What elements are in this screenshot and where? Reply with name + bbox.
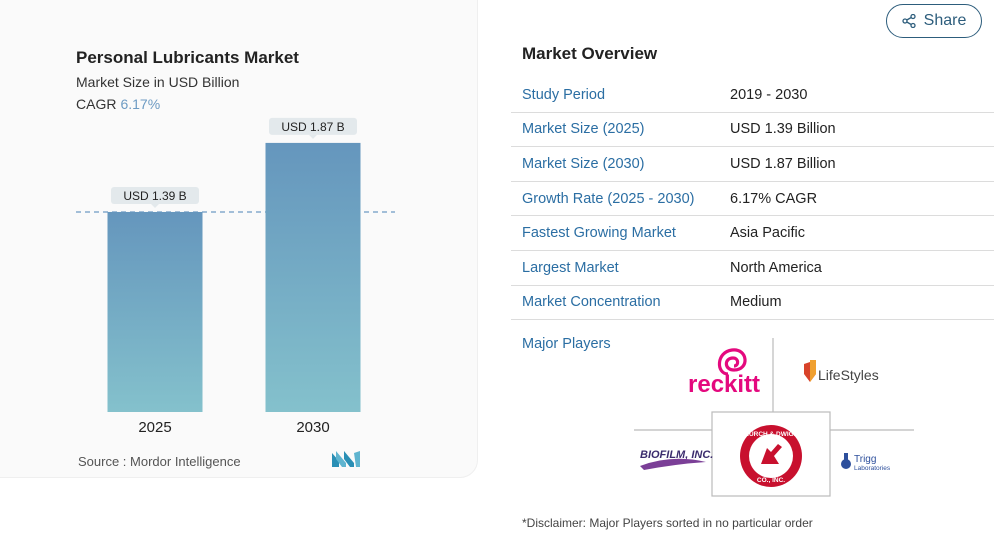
reckitt-swirl-icon: [717, 348, 747, 376]
overview-row: Fastest Growing Market Asia Pacific: [511, 216, 994, 251]
church-dwight-logo[interactable]: CHURCH & DWIGHT CO., INC.: [740, 425, 803, 487]
overview-row: Growth Rate (2025 - 2030) 6.17% CAGR: [511, 182, 994, 217]
reckitt-text: reckitt: [688, 371, 760, 398]
overview-row-value: USD 1.39 Billion: [730, 121, 836, 138]
overview-row-label[interactable]: Largest Market: [522, 259, 619, 276]
data-label-pointer: [309, 134, 317, 139]
arm-hammer-icon: [761, 444, 782, 464]
trigg-flask-icon: [841, 459, 851, 469]
biofilm-swoosh-icon: [640, 458, 706, 470]
overview-row: Market Size (2025) USD 1.39 Billion: [511, 113, 994, 148]
share-button[interactable]: Share: [886, 4, 982, 38]
church-dwight-top-text: CHURCH & DWIGHT: [740, 431, 803, 438]
overview-row-value: Asia Pacific: [730, 225, 805, 242]
cagr-text: CAGR 6.17%: [76, 96, 160, 112]
overview-title: Market Overview: [522, 44, 658, 63]
lifestyles-logo[interactable]: LifeStyles: [804, 360, 879, 383]
overview-row-label[interactable]: Market Size (2025): [522, 121, 645, 138]
overview-row-label[interactable]: Study Period: [522, 86, 606, 103]
overview-row-label[interactable]: Market Size (2030): [522, 155, 645, 172]
share-icon: [901, 14, 916, 28]
overview-row: Study Period 2019 - 2030: [511, 78, 994, 113]
chart-card: [0, 0, 478, 478]
overview-row: Market Size (2030) USD 1.87 Billion: [511, 147, 994, 182]
overview-row-label[interactable]: Fastest Growing Market: [522, 225, 676, 242]
bar-2030: [265, 142, 361, 412]
chart-subtitle: Market Size in USD Billion: [76, 74, 240, 90]
overview-row-value: North America: [730, 259, 822, 276]
data-label-bg: [269, 117, 357, 135]
reckitt-logo[interactable]: reckitt: [688, 348, 760, 398]
overview-row-label[interactable]: Market Concentration: [522, 294, 661, 311]
bar-chart: USD 1.39 B 2025 USD 1.87 B 2030: [76, 117, 395, 436]
biofilm-text: BIOFILM, INC.: [640, 449, 713, 461]
overview-row-value: Medium: [730, 294, 782, 311]
x-tick-label: 2030: [296, 419, 329, 436]
mordor-logo-icon: [332, 451, 360, 467]
trigg-top-text: Trigg: [854, 454, 876, 465]
major-players-label[interactable]: Major Players: [522, 336, 611, 352]
share-label: Share: [923, 12, 967, 29]
overview-row: Market Concentration Medium: [511, 286, 994, 321]
biofilm-logo[interactable]: BIOFILM, INC.: [640, 449, 713, 470]
trigg-logo[interactable]: Trigg Laboratories: [841, 453, 891, 472]
chart-source: Source : Mordor Intelligence: [78, 454, 241, 469]
overview-row-value: 2019 - 2030: [730, 86, 808, 103]
x-tick-label: 2025: [138, 419, 171, 436]
disclaimer: *Disclaimer: Major Players sorted in no …: [522, 516, 813, 530]
data-label-bg: [111, 186, 199, 204]
lifestyles-text: LifeStyles: [818, 367, 879, 383]
overview-table: Study Period 2019 - 2030 Market Size (2025…: [511, 78, 994, 321]
data-label: USD 1.39 B: [123, 189, 186, 203]
bar-2025: [107, 211, 203, 412]
data-label: USD 1.87 B: [281, 120, 344, 134]
overview-row-value: USD 1.87 Billion: [730, 155, 836, 172]
overview-row-label[interactable]: Growth Rate (2025 - 2030): [522, 190, 695, 207]
major-players-grid: reckitt LifeStyles BIOFILM, INC. CHURCH …: [634, 338, 914, 497]
overview-row-value: 6.17% CAGR: [730, 190, 818, 207]
trigg-bottom-text: Laboratories: [854, 465, 891, 472]
overview-row: Largest Market North America: [511, 251, 994, 286]
data-label-pointer: [151, 203, 159, 208]
cagr-label: CAGR: [76, 96, 117, 112]
chart-title: Personal Lubricants Market: [76, 48, 299, 67]
church-dwight-bottom-text: CO., INC.: [757, 477, 785, 484]
cagr-value: 6.17%: [120, 96, 161, 112]
